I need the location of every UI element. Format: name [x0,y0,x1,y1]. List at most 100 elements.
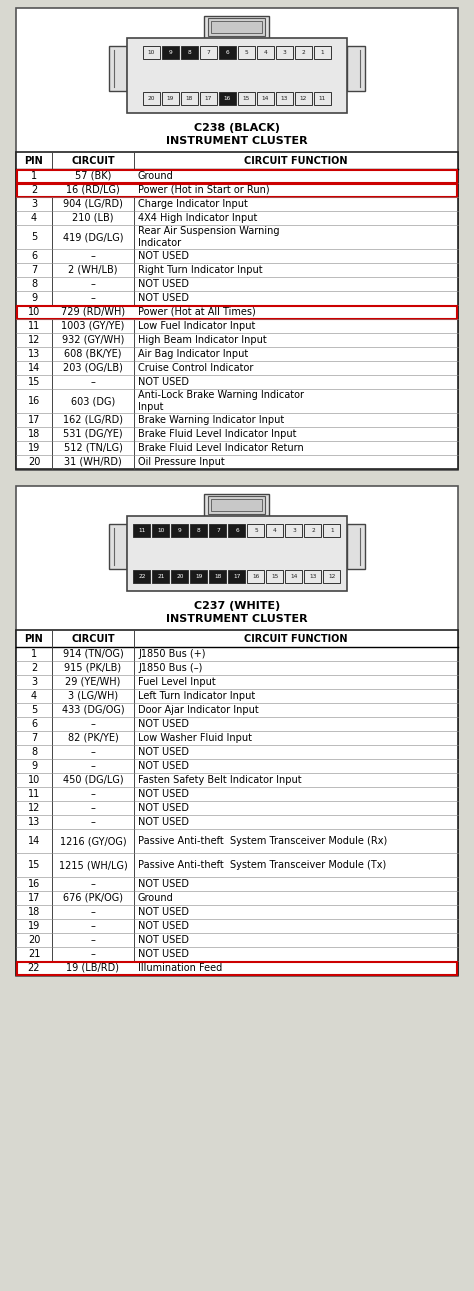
Text: 13: 13 [310,574,317,578]
Text: 15: 15 [243,96,250,101]
Text: 3: 3 [292,528,296,533]
Bar [162,46,179,59]
Text: NOT USED: NOT USED [138,789,189,799]
Bar [16,152,458,469]
Text: 5: 5 [245,50,248,56]
Text: 1003 (GY/YE): 1003 (GY/YE) [61,321,125,330]
Bar [109,46,127,90]
Bar [204,15,270,43]
Text: 6: 6 [31,719,37,729]
Text: 19: 19 [28,920,40,931]
Text: Oil Pressure Input: Oil Pressure Input [138,457,225,467]
Text: –: – [91,920,95,931]
Text: 9: 9 [31,760,37,771]
Text: 10: 10 [148,50,155,56]
Text: Cruise Control Indicator: Cruise Control Indicator [138,363,254,373]
Text: –: – [91,879,95,889]
Bar [172,524,189,537]
Text: 1216 (GY/OG): 1216 (GY/OG) [60,837,126,846]
Text: CIRCUIT FUNCTION: CIRCUIT FUNCTION [244,634,348,643]
Text: 203 (OG/LB): 203 (OG/LB) [63,363,123,373]
Text: CIRCUIT FUNCTION: CIRCUIT FUNCTION [244,155,348,165]
Text: 4: 4 [273,528,277,533]
Text: NOT USED: NOT USED [138,293,189,303]
Text: 11: 11 [319,96,326,101]
Text: NOT USED: NOT USED [138,719,189,729]
Text: 18: 18 [28,908,40,917]
Text: 162 (LG/RD): 162 (LG/RD) [63,414,123,425]
Text: 15: 15 [28,860,40,870]
Text: J1850 Bus (–): J1850 Bus (–) [138,664,202,673]
Bar [295,46,312,59]
Text: Low Washer Fluid Input: Low Washer Fluid Input [138,733,252,744]
Text: J1850 Bus (+): J1850 Bus (+) [138,649,206,658]
Bar [109,524,127,569]
Text: 19 (LB/RD): 19 (LB/RD) [66,963,119,973]
Text: 12: 12 [328,574,336,578]
Text: 13: 13 [28,349,40,359]
Bar [16,485,458,976]
Text: –: – [91,719,95,729]
Text: 10: 10 [28,775,40,785]
Text: CIRCUIT: CIRCUIT [71,155,115,165]
Bar [257,92,274,105]
Bar [17,169,457,182]
Text: 57 (BK): 57 (BK) [75,170,111,181]
Text: –: – [91,377,95,387]
Bar [172,571,189,584]
Text: INSTRUMENT CLUSTER: INSTRUMENT CLUSTER [166,615,308,624]
Text: 20: 20 [148,96,155,101]
Text: NOT USED: NOT USED [138,279,189,289]
Text: Ground: Ground [138,893,174,902]
Bar [191,524,208,537]
Text: 4: 4 [264,50,267,56]
Text: Anti-Lock Brake Warning Indicator
Input: Anti-Lock Brake Warning Indicator Input [138,390,304,412]
Text: 13: 13 [28,817,40,828]
Text: –: – [91,760,95,771]
Text: PIN: PIN [25,634,44,643]
Text: 4: 4 [31,213,37,223]
Bar [153,571,170,584]
Bar [17,306,457,319]
Bar [266,524,283,537]
Bar [295,92,312,105]
Text: –: – [91,279,95,289]
Text: 11: 11 [138,528,146,533]
Text: 8: 8 [31,279,37,289]
Text: –: – [91,803,95,813]
Text: 11: 11 [28,789,40,799]
Text: High Beam Indicator Input: High Beam Indicator Input [138,334,267,345]
Bar [153,524,170,537]
Text: 2: 2 [311,528,315,533]
Text: C238 (BLACK): C238 (BLACK) [194,123,280,133]
Bar [17,962,457,975]
Text: –: – [91,789,95,799]
Text: 7: 7 [31,733,37,744]
Text: 915 (PK/LB): 915 (PK/LB) [64,664,121,673]
Text: 11: 11 [28,321,40,330]
Bar [181,46,198,59]
Text: 5: 5 [31,232,37,241]
Text: 10: 10 [157,528,164,533]
Text: Fuel Level Input: Fuel Level Input [138,676,216,687]
Text: Brake Fluid Level Indicator Return: Brake Fluid Level Indicator Return [138,443,304,453]
Text: 450 (DG/LG): 450 (DG/LG) [63,775,123,785]
Text: 676 (PK/OG): 676 (PK/OG) [63,893,123,902]
Bar [276,46,293,59]
Text: 5: 5 [31,705,37,715]
Text: 7: 7 [31,265,37,275]
Text: 17: 17 [233,574,241,578]
Text: 14: 14 [28,837,40,846]
Text: 20: 20 [28,457,40,467]
Text: 3: 3 [31,199,37,209]
Text: 9: 9 [31,293,37,303]
Text: 9: 9 [178,528,182,533]
Text: NOT USED: NOT USED [138,949,189,959]
Text: 29 (YE/WH): 29 (YE/WH) [65,676,121,687]
Text: Charge Indicator Input: Charge Indicator Input [138,199,248,209]
Text: 20: 20 [176,574,184,578]
Bar [247,524,264,537]
Text: 16: 16 [252,574,260,578]
Bar [219,46,236,59]
Text: 4: 4 [31,691,37,701]
